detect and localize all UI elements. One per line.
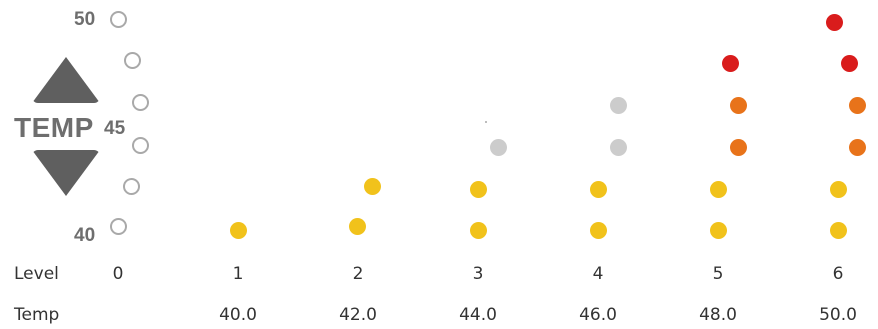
scale-ring-icon (124, 52, 141, 69)
level-dot-orange (730, 139, 747, 156)
temp-value: 40.0 (219, 305, 257, 325)
level-dot-red (722, 55, 739, 72)
level-value: 1 (232, 264, 244, 284)
level-dot-gray (610, 97, 627, 114)
level-dot-gray (490, 139, 507, 156)
level-dot-yellow (470, 222, 487, 239)
level-value: 6 (832, 264, 844, 284)
level-dot-yellow (590, 181, 607, 198)
level-dot-orange (849, 139, 866, 156)
temp-label: TEMP (14, 112, 94, 143)
scale-ring-icon (110, 218, 127, 235)
level-dot-red (841, 55, 858, 72)
scale-ring-icon (123, 178, 140, 195)
level-dot-orange (849, 97, 866, 114)
level-value: 4 (592, 264, 604, 284)
temp-row-label: Temp (14, 305, 60, 325)
level-row-label: Level (14, 264, 59, 284)
level-dot-gray (610, 139, 627, 156)
temp-value: 48.0 (699, 305, 737, 325)
temp-up-button[interactable] (32, 57, 100, 103)
level-dot-orange (730, 97, 747, 114)
scale-ring-icon (110, 11, 127, 28)
level-value: 5 (712, 264, 724, 284)
level-dot-yellow (470, 181, 487, 198)
temp-value: 46.0 (579, 305, 617, 325)
scale-label-top: 50 (74, 9, 96, 30)
level-dot-yellow (364, 178, 381, 195)
level-dot-red (826, 14, 843, 31)
level-dot-yellow (830, 181, 847, 198)
level-dot-yellow (830, 222, 847, 239)
level-dot-yellow (590, 222, 607, 239)
level-value: 3 (472, 264, 484, 284)
temp-value: 42.0 (339, 305, 377, 325)
level-dot-yellow (230, 222, 247, 239)
scale-label-bottom: 40 (74, 225, 96, 246)
level-value: 2 (352, 264, 364, 284)
temp-value: 44.0 (459, 305, 497, 325)
level-value: 0 (112, 264, 124, 284)
temp-value: 50.0 (819, 305, 857, 325)
level-dot-yellow (710, 222, 727, 239)
scale-ring-icon (132, 94, 149, 111)
scale-ring-icon (132, 137, 149, 154)
scale-label-mid: 45 (104, 118, 126, 139)
level-dot-yellow (349, 218, 366, 235)
level-dot-yellow (710, 181, 727, 198)
temp-down-button[interactable] (32, 150, 100, 196)
stray-speck (485, 121, 487, 123)
